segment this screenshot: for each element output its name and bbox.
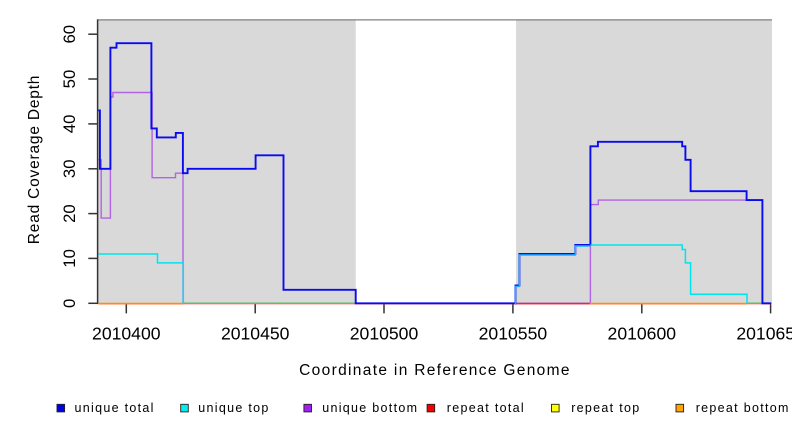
svg-text:60: 60 xyxy=(60,25,79,44)
svg-text:2010450: 2010450 xyxy=(221,323,290,343)
svg-text:2010550: 2010550 xyxy=(479,323,548,343)
svg-text:unique total: unique total xyxy=(75,401,155,415)
svg-text:0: 0 xyxy=(60,299,79,308)
svg-text:Read Coverage Depth: Read Coverage Depth xyxy=(26,75,43,244)
svg-text:unique bottom: unique bottom xyxy=(322,401,418,415)
svg-text:30: 30 xyxy=(60,159,79,178)
svg-text:20: 20 xyxy=(60,204,79,223)
svg-text:10: 10 xyxy=(60,249,79,268)
svg-text:repeat bottom: repeat bottom xyxy=(696,401,790,415)
svg-text:40: 40 xyxy=(60,115,79,134)
svg-text:50: 50 xyxy=(60,70,79,89)
svg-text:Coordinate in Reference Genome: Coordinate in Reference Genome xyxy=(299,362,571,379)
svg-text:2010500: 2010500 xyxy=(350,323,419,343)
svg-text:2010600: 2010600 xyxy=(608,323,677,343)
svg-text:repeat total: repeat total xyxy=(447,401,525,415)
svg-text:unique top: unique top xyxy=(198,401,269,415)
svg-text:2010400: 2010400 xyxy=(92,323,161,343)
svg-text:repeat top: repeat top xyxy=(571,401,640,415)
